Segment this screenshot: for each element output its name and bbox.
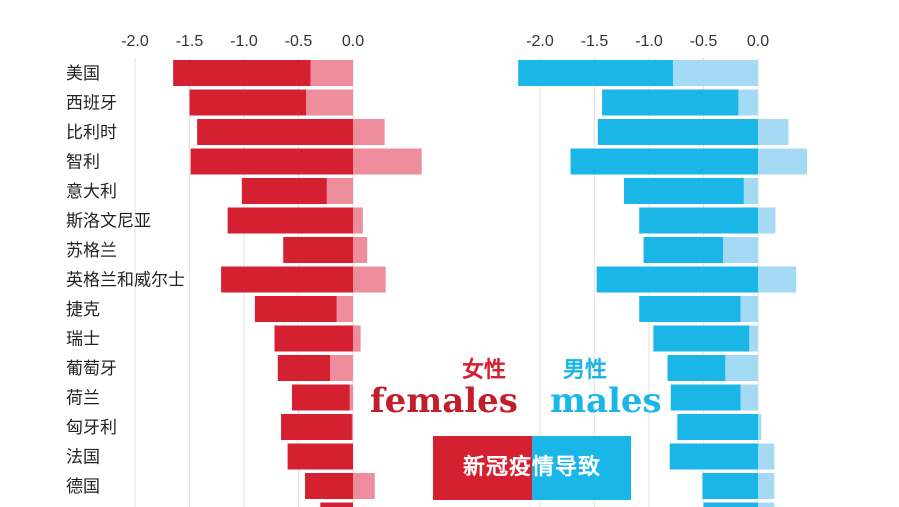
country-label: 匈牙利 <box>66 418 117 438</box>
tick-label: -1.0 <box>230 33 258 50</box>
panel-females: -2.0 -1.5 -1.0 -0.5 0.0 <box>121 33 422 507</box>
female-english-label: females <box>370 381 518 421</box>
tick-label: -1.0 <box>635 33 663 50</box>
country-label: 捷克 <box>66 300 100 320</box>
country-label: 斯洛文尼亚 <box>66 212 151 232</box>
bar-light <box>740 384 758 411</box>
bar-light <box>749 325 758 352</box>
country-label: 瑞士 <box>66 330 100 350</box>
bar-light <box>758 266 797 293</box>
bar-dark <box>227 207 353 234</box>
bar-dark <box>305 473 353 499</box>
bar-dark <box>653 325 750 352</box>
bar-dark <box>283 237 353 263</box>
country-label: 智利 <box>66 153 100 173</box>
country-label: 英格兰和威尔士 <box>66 271 185 291</box>
bar-light <box>353 473 375 499</box>
female-chinese-label: 女性 <box>462 358 507 383</box>
bar-light <box>349 384 353 411</box>
bar-light <box>758 502 775 507</box>
country-label: 德国 <box>66 477 100 497</box>
bar-light <box>738 89 758 116</box>
country-label: 苏格兰 <box>66 241 117 261</box>
tick-label: -0.5 <box>690 33 718 50</box>
tick-label: 0.0 <box>747 33 769 50</box>
bar-dark <box>287 443 353 470</box>
bar-light <box>758 414 762 440</box>
bar-dark <box>274 325 353 352</box>
bar-dark <box>277 355 331 381</box>
bar-dark <box>677 414 758 440</box>
bar-dark <box>643 237 724 263</box>
country-label: 法国 <box>66 448 100 468</box>
male-english-label: males <box>550 381 662 421</box>
bar-light <box>740 296 758 322</box>
bar-dark <box>197 119 353 145</box>
country-label: 比利时 <box>66 123 117 143</box>
bar-dark <box>320 502 353 507</box>
country-labels: 美国西班牙比利时智利意大利斯洛文尼亚苏格兰英格兰和威尔士捷克瑞士葡萄牙荷兰匈牙利… <box>66 64 185 497</box>
bar-dark <box>702 473 758 499</box>
tick-label: -1.5 <box>176 33 204 50</box>
bar-light <box>353 119 385 145</box>
bar-dark <box>597 119 758 145</box>
bar-dark <box>602 89 739 116</box>
tick-label: -2.0 <box>526 33 554 50</box>
male-chinese-label: 男性 <box>563 358 608 383</box>
country-label: 西班牙 <box>66 94 117 114</box>
bar-light <box>353 266 386 293</box>
banner-female-half <box>433 436 532 500</box>
bar-dark <box>241 178 327 204</box>
banner-male-half <box>532 436 631 500</box>
country-label: 美国 <box>66 64 100 84</box>
bar-dark <box>669 443 758 470</box>
bar-light <box>758 473 775 499</box>
bar-dark <box>173 60 311 86</box>
bar-dark <box>190 148 353 175</box>
cause-banner: 新冠疫情导致 <box>433 436 631 500</box>
bar-dark <box>667 355 726 381</box>
country-label: 意大利 <box>66 182 117 202</box>
bar-dark <box>221 266 353 293</box>
bar-light <box>353 207 363 234</box>
bar-light <box>353 237 368 263</box>
bar-light <box>758 119 789 145</box>
bar-dark <box>189 89 307 116</box>
bar-dark <box>570 148 758 175</box>
bar-light <box>351 414 353 440</box>
bar-dark <box>291 384 350 411</box>
bar-dark <box>518 60 673 86</box>
tick-label: -1.5 <box>581 33 609 50</box>
bar-dark <box>254 296 337 322</box>
country-label: 荷兰 <box>66 389 100 409</box>
bar-light <box>353 325 361 352</box>
bar-dark <box>703 502 758 507</box>
bar-light <box>310 60 353 86</box>
bar-dark <box>639 296 741 322</box>
bar-dark <box>596 266 758 293</box>
banner-text: 新冠疫情导致 <box>462 455 601 480</box>
bar-light <box>330 355 353 381</box>
bar-light <box>725 355 758 381</box>
tick-label: -0.5 <box>285 33 313 50</box>
bar-light <box>672 60 758 86</box>
bar-light <box>758 148 808 175</box>
bar-light <box>336 296 353 322</box>
bar-dark <box>281 414 352 440</box>
bar-light <box>758 207 776 234</box>
bar-dark <box>670 384 741 411</box>
bar-light <box>353 148 422 175</box>
bar-light <box>723 237 758 263</box>
bar-dark <box>639 207 758 234</box>
bar-light <box>306 89 353 116</box>
bar-dark <box>623 178 744 204</box>
bar-light <box>326 178 353 204</box>
bar-light <box>743 178 758 204</box>
bar-light <box>758 443 775 470</box>
panel-males: -2.0 -1.5 -1.0 -0.5 0.0 <box>518 33 808 507</box>
country-label: 葡萄牙 <box>66 359 117 379</box>
tick-label: -2.0 <box>121 33 149 50</box>
tick-label: 0.0 <box>342 33 364 50</box>
